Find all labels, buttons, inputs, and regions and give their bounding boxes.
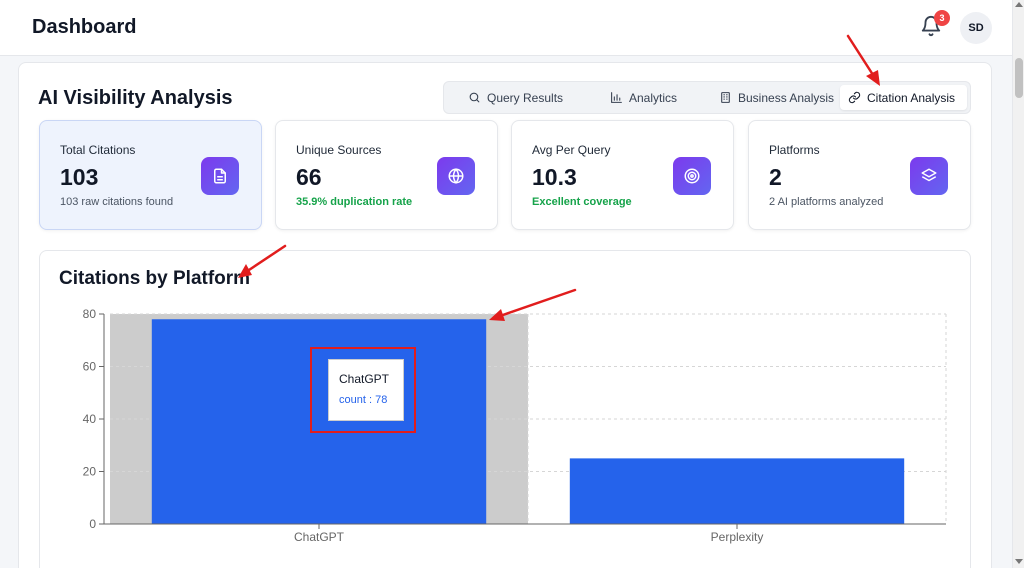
analysis-tabs: Query Results Analytics Business Analysi…	[443, 81, 971, 114]
y-tick-label: 20	[83, 465, 97, 479]
building-icon	[721, 92, 730, 103]
app-title: Dashboard	[32, 16, 137, 38]
stat-card-total-citations: Total Citations 103 103 raw citations fo…	[39, 120, 262, 230]
bar-chatgpt	[151, 319, 487, 524]
globe-icon	[437, 157, 475, 195]
stat-value: 103	[60, 164, 99, 190]
tab-label: Citation Analysis	[867, 90, 956, 105]
stat-label: Avg Per Query	[532, 143, 611, 157]
tooltip-name: ChatGPT	[339, 372, 390, 386]
layers-icon	[910, 157, 948, 195]
bar-perplexity	[569, 458, 905, 524]
target-icon	[673, 157, 711, 195]
tab-query-results[interactable]: Query Results	[460, 85, 571, 110]
top-bar: Dashboard	[0, 0, 1012, 56]
stat-subtext: 35.9% duplication rate	[296, 196, 413, 208]
stat-label: Platforms	[769, 143, 820, 157]
y-tick-label: 40	[83, 412, 97, 426]
tab-label: Business Analysis	[738, 90, 835, 105]
notification-bell-icon[interactable]	[920, 14, 942, 38]
stat-subtext: Excellent coverage	[532, 196, 632, 208]
stat-value: 10.3	[532, 164, 577, 190]
avatar[interactable]: SD	[960, 12, 992, 44]
stat-card-platforms: Platforms 2 2 AI platforms analyzed	[748, 120, 971, 230]
scroll-up-arrow-icon[interactable]	[1015, 2, 1023, 7]
tab-label: Query Results	[487, 90, 564, 105]
stat-value: 66	[296, 164, 322, 190]
tab-citation-analysis[interactable]: Citation Analysis	[840, 85, 967, 110]
search-icon	[469, 92, 480, 103]
stat-subtext: 103 raw citations found	[60, 196, 174, 208]
document-icon	[201, 157, 239, 195]
bar-chart-icon	[611, 92, 622, 103]
stat-value: 2	[769, 164, 782, 190]
y-tick-label: 60	[83, 360, 97, 374]
tab-label: Analytics	[629, 90, 678, 105]
section-title: AI Visibility Analysis	[38, 87, 233, 109]
link-icon	[848, 91, 861, 104]
chart-title: Citations by Platform	[59, 268, 251, 289]
stat-label: Total Citations	[60, 143, 136, 157]
tooltip-value: count : 78	[339, 394, 388, 406]
y-tick-label: 80	[83, 307, 97, 321]
stat-subtext: 2 AI platforms analyzed	[769, 196, 884, 208]
y-tick-label: 0	[89, 517, 96, 531]
page-scrollbar[interactable]	[1012, 0, 1024, 568]
tab-business-analysis[interactable]: Business Analysis	[711, 85, 842, 110]
chart-tooltip: ChatGPT count : 78	[328, 359, 404, 421]
notification-badge: 3	[934, 10, 950, 26]
stat-card-avg-per-query: Avg Per Query 10.3 Excellent coverage	[511, 120, 734, 230]
stat-card-unique-sources: Unique Sources 66 35.9% duplication rate	[275, 120, 498, 230]
tab-analytics[interactable]: Analytics	[602, 85, 685, 110]
scroll-down-arrow-icon[interactable]	[1015, 559, 1023, 564]
scroll-thumb[interactable]	[1015, 58, 1023, 98]
x-tick-label: Perplexity	[711, 530, 764, 544]
stat-label: Unique Sources	[296, 143, 382, 157]
x-tick-label: ChatGPT	[294, 530, 345, 544]
